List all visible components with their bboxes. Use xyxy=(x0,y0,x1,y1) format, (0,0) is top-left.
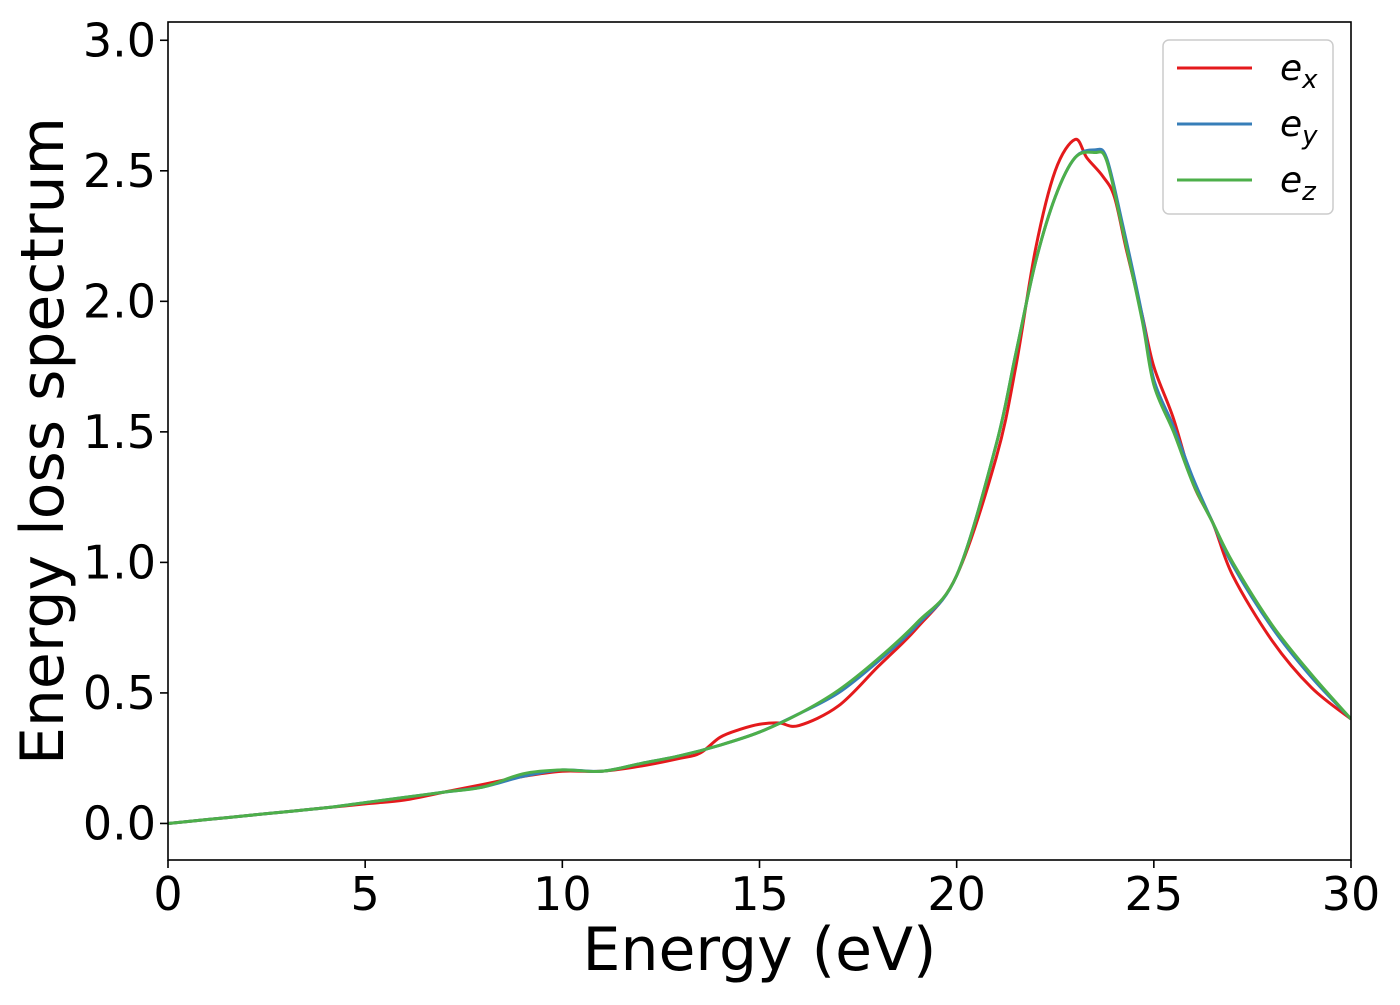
legend: ex ey ez xyxy=(1162,39,1334,215)
y-axis: 0.0 0.5 1.0 1.5 2.0 2.5 3.0 xyxy=(83,13,168,850)
legend-box xyxy=(1162,39,1334,215)
y-tick-label: 2.0 xyxy=(83,274,156,328)
x-tick-label: 20 xyxy=(927,867,986,921)
legend-label-x: ex xyxy=(1280,48,1318,95)
y-tick-label: 2.5 xyxy=(83,144,156,198)
x-tick-label: 15 xyxy=(730,867,789,921)
x-tick-label: 25 xyxy=(1125,867,1184,921)
x-axis: 0 5 10 15 20 25 30 xyxy=(153,860,1380,921)
legend-label-y: ey xyxy=(1280,104,1318,151)
x-tick-label: 10 xyxy=(533,867,592,921)
legend-label-z: ez xyxy=(1280,160,1317,207)
y-tick-label: 1.5 xyxy=(83,405,156,459)
series-layer xyxy=(168,137,1351,825)
y-tick-label: 0.5 xyxy=(83,666,156,720)
y-tick-label: 1.0 xyxy=(83,535,156,589)
x-tick-label: 30 xyxy=(1322,867,1381,921)
y-tick-label: 3.0 xyxy=(83,13,156,67)
y-tick-label: 0.0 xyxy=(83,796,156,850)
x-tick-label: 0 xyxy=(153,867,182,921)
x-tick-label: 5 xyxy=(351,867,380,921)
x-axis-title: Energy (eV) xyxy=(583,915,937,985)
y-axis-title: Energy loss spectrum xyxy=(8,117,78,765)
series-line-y xyxy=(168,147,1351,825)
series-line-x xyxy=(168,137,1351,825)
series-line-z xyxy=(168,150,1351,825)
